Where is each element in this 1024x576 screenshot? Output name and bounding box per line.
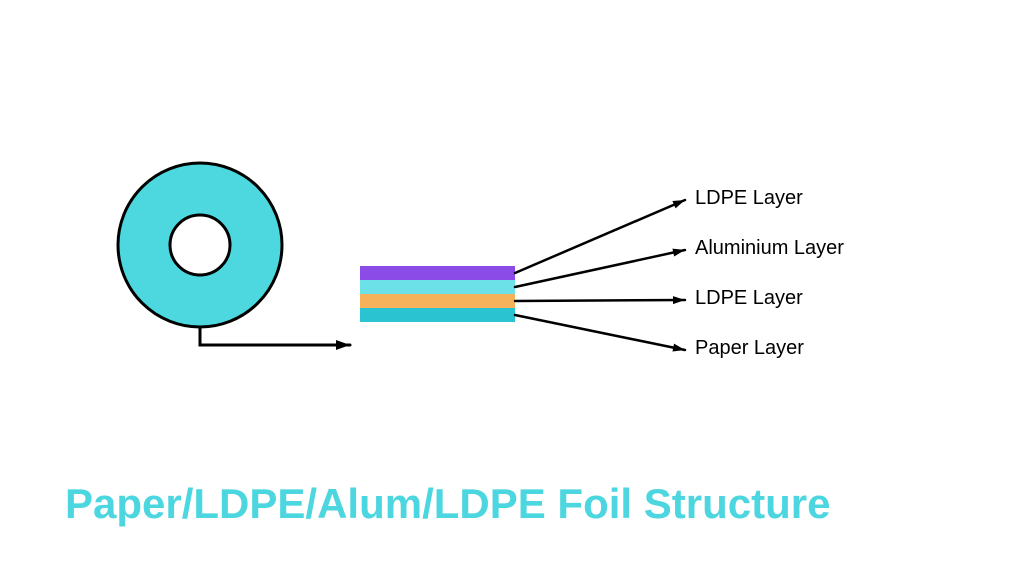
roll-inner-hole — [170, 215, 230, 275]
label-ldpe-mid: LDPE Layer — [695, 287, 803, 310]
arrow-ldpe-mid — [515, 296, 685, 304]
arrow-ldpe-top — [515, 200, 685, 273]
arrow-paper — [515, 315, 685, 351]
roll-tail-arrowhead — [330, 340, 350, 350]
layer-paper — [360, 308, 515, 322]
label-paper: Paper Layer — [695, 337, 804, 360]
roll-tail-line — [200, 327, 342, 345]
layer-aluminium — [360, 280, 515, 294]
layer-ldpe-mid — [360, 294, 515, 308]
arrow-aluminium — [515, 249, 685, 287]
diagram-title: Paper/LDPE/Alum/LDPE Foil Structure — [65, 480, 830, 528]
label-aluminium: Aluminium Layer — [695, 237, 844, 260]
label-ldpe-top: LDPE Layer — [695, 187, 803, 210]
layer-ldpe-top — [360, 266, 515, 280]
